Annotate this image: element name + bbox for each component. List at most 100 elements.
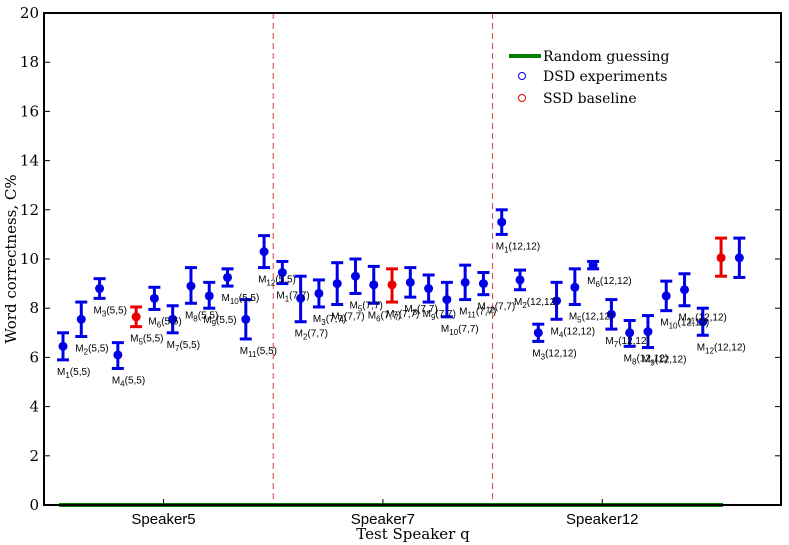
error-bar-point	[221, 267, 234, 288]
point-label: M12(12,12)	[697, 342, 746, 355]
point-label-suffix: (5,5)	[143, 334, 164, 345]
data-point	[76, 314, 86, 324]
data-point	[588, 260, 598, 270]
point-label-suffix: (7,7)	[458, 324, 479, 335]
data-point	[259, 247, 269, 257]
data-point	[296, 293, 306, 303]
point-label-prefix: M	[532, 348, 540, 359]
point-label: M7(7,7)	[386, 309, 419, 322]
point-label-index: 5	[577, 316, 582, 325]
point-label-suffix: (5,5)	[161, 316, 182, 327]
data-point	[424, 284, 434, 294]
error-bar-point	[239, 298, 252, 341]
point-label: M8(5,5)	[185, 310, 218, 323]
point-label-index: 6	[376, 314, 381, 323]
error-bar-point	[111, 341, 124, 370]
point-label: M11(12,12)	[679, 313, 727, 326]
legend-ssd-label: SSD baseline	[543, 91, 637, 107]
point-label-index: 6	[157, 320, 162, 329]
point-label-prefix: M	[167, 340, 175, 351]
point-label-suffix: (7,7)	[326, 314, 347, 325]
point-label: M7(12,12)	[605, 336, 649, 349]
data-point	[734, 253, 744, 263]
point-label-prefix: M	[130, 334, 138, 345]
point-label: M4(7,7)	[331, 312, 364, 325]
legend-random-label: Random guessing	[543, 49, 669, 65]
point-label-suffix: (7,7)	[399, 309, 420, 320]
point-label: M1(7,7)	[276, 291, 309, 304]
data-point	[442, 295, 452, 305]
data-point	[223, 272, 233, 282]
point-label-suffix: (12,12)	[509, 241, 541, 252]
point-label: M10(12,12)	[660, 318, 709, 331]
error-bar-point	[514, 268, 526, 292]
y-tick-label: 16	[20, 102, 39, 120]
point-label-suffix: (7,7)	[289, 291, 310, 302]
point-label-prefix: M	[477, 302, 485, 313]
point-label-index: 1	[504, 245, 509, 254]
point-label: M1(12,12)	[496, 241, 540, 254]
point-label-prefix: M	[276, 291, 284, 302]
point-label: M6(12,12)	[587, 276, 631, 289]
data-point	[186, 281, 196, 291]
data-point	[533, 328, 543, 338]
error-bar-point	[422, 273, 435, 304]
error-bar-point	[404, 266, 417, 299]
point-label-prefix: M	[112, 375, 120, 386]
data-point	[277, 268, 287, 278]
point-label-index: 11	[468, 311, 477, 320]
point-label-suffix: (7,7)	[381, 310, 402, 321]
point-label-prefix: M	[642, 355, 650, 366]
point-label-index: 7	[614, 340, 619, 349]
point-label: M8(12,12)	[624, 353, 668, 366]
point-label: M5(5,5)	[130, 334, 163, 347]
point-label-suffix: (5,5)	[88, 343, 109, 354]
point-label-index: 8	[632, 357, 637, 366]
point-label-prefix: M	[605, 336, 613, 347]
point-label: M10(7,7)	[441, 324, 479, 337]
point-label-prefix: M	[349, 300, 357, 311]
point-label: M3(5,5)	[94, 305, 127, 318]
error-bar-point	[532, 322, 545, 343]
error-bar-point	[312, 278, 325, 309]
point-label-suffix: (7,7)	[476, 307, 497, 318]
data-point	[698, 317, 708, 327]
point-label-suffix: (5,5)	[256, 346, 277, 357]
point-label-index: 12	[486, 306, 495, 315]
point-label-index: 8	[193, 314, 198, 323]
point-label-suffix: (7,7)	[495, 302, 516, 313]
error-bar-point	[203, 280, 216, 310]
point-label-index: 2	[303, 333, 308, 342]
x-category-label: Speaker7	[351, 511, 415, 528]
error-bar-point	[696, 306, 709, 337]
point-label-index: 7	[175, 344, 180, 353]
point-label-suffix: (12,12)	[655, 355, 687, 366]
point-label-prefix: M	[75, 343, 83, 354]
error-bar-point	[57, 331, 69, 362]
point-label: M10(5,5)	[222, 293, 260, 306]
error-bar-point	[550, 280, 563, 321]
point-label-prefix: M	[258, 275, 266, 286]
data-point	[606, 309, 616, 319]
point-label-prefix: M	[496, 241, 504, 252]
error-bar-point	[623, 319, 636, 348]
legend-ssd-marker	[518, 94, 526, 102]
point-label-index: 5	[138, 338, 143, 347]
point-label-suffix: (5,5)	[275, 275, 296, 286]
point-label-suffix: (5,5)	[216, 315, 237, 326]
error-bar-point	[678, 272, 691, 308]
y-tick-label: 0	[29, 496, 39, 514]
point-label-index: 10	[230, 297, 239, 306]
point-label-prefix: M	[185, 310, 193, 321]
point-label-prefix: M	[697, 342, 705, 353]
point-label-index: 11	[687, 317, 696, 326]
error-bar-point	[184, 266, 197, 305]
point-label-index: 2	[522, 301, 527, 310]
data-point	[95, 284, 105, 294]
error-bar-point	[660, 279, 673, 313]
data-point	[149, 293, 159, 303]
point-label-prefix: M	[660, 318, 668, 329]
error-bar-point	[495, 208, 508, 236]
